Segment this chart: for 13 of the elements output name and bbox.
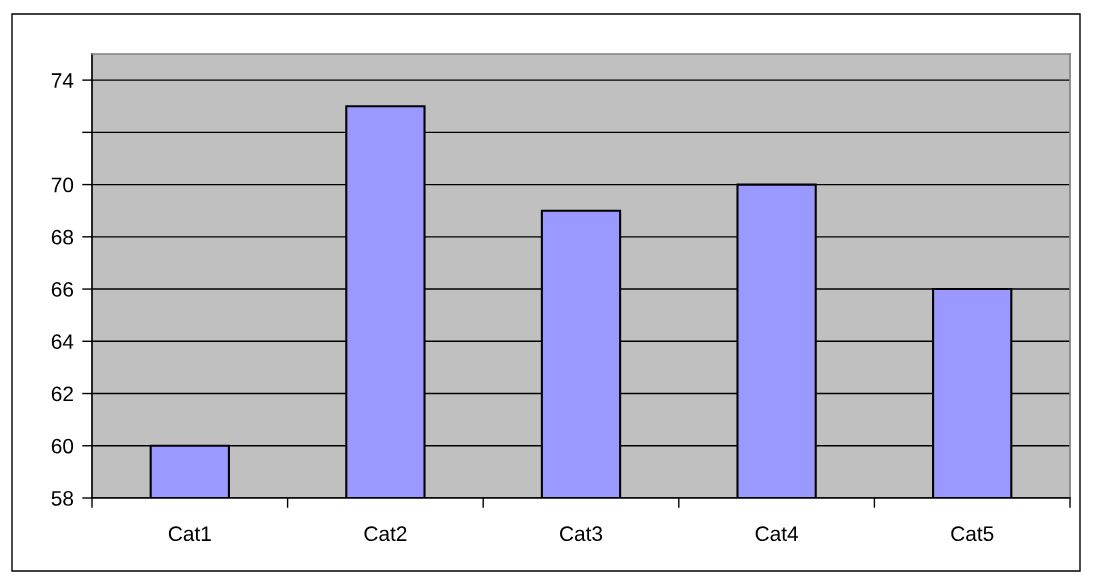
y-tick-label: 68	[51, 229, 74, 245]
x-tick-label: Cat4	[755, 526, 798, 542]
x-tick-label: Cat2	[364, 526, 407, 542]
y-tick-label: 70	[51, 177, 74, 193]
y-tick-label: 64	[51, 334, 74, 350]
y-tick-label: 66	[51, 282, 74, 297]
y-tick-label: 60	[51, 438, 74, 454]
y-tick-label: 74	[51, 73, 74, 88]
y-tick-label: 58	[51, 491, 74, 506]
x-tick-label: Cat3	[560, 526, 603, 542]
y-tick-label: 62	[51, 386, 73, 402]
x-tick-label: Cat5	[951, 526, 994, 542]
x-tick-label: Cat1	[168, 526, 211, 542]
